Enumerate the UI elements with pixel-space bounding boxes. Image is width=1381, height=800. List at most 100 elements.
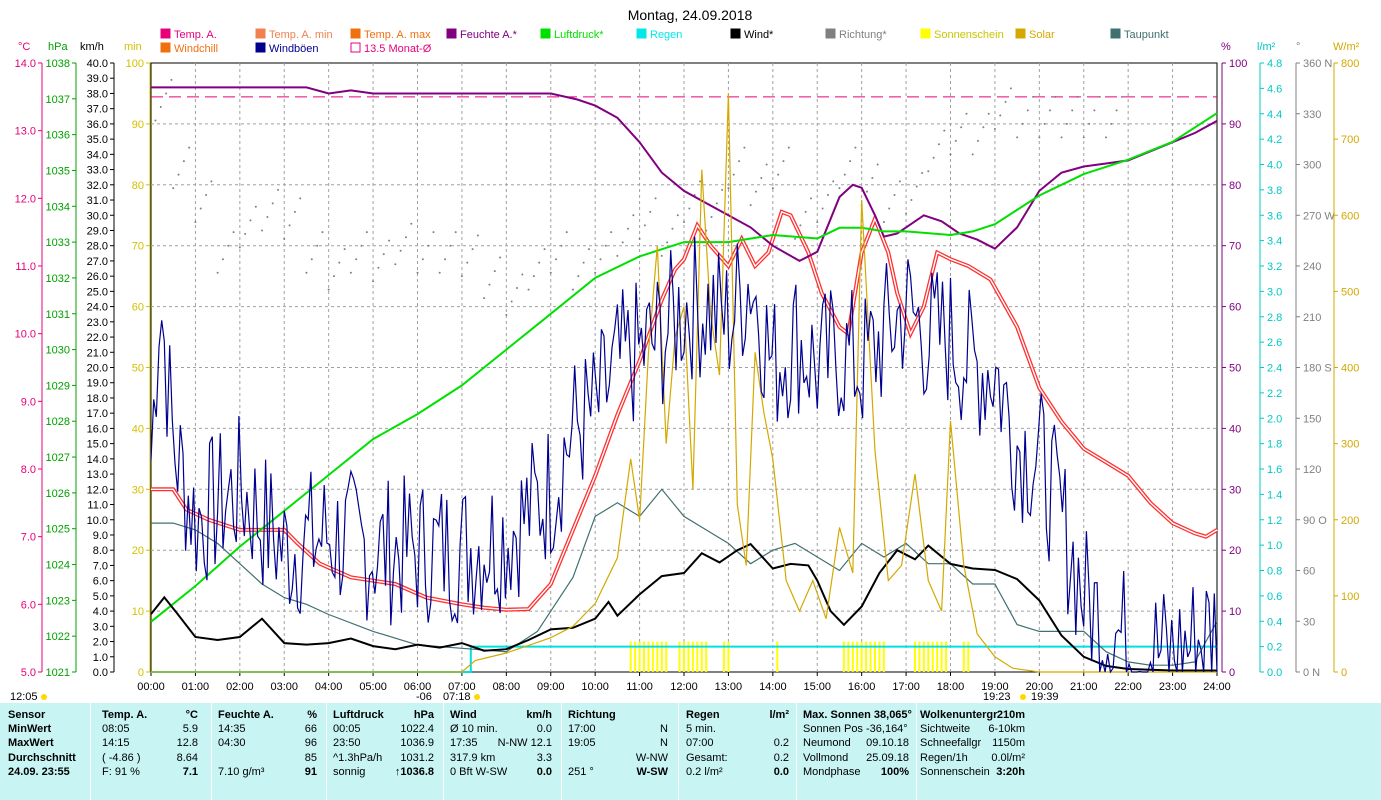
x-tick-label: 07:00 <box>448 681 476 693</box>
panel-humidity-col2: 96 <box>304 737 317 750</box>
sunrise-b: 07:18 <box>443 691 471 703</box>
x-tick-label: 22:00 <box>1114 681 1142 693</box>
panel-sensor-label: 24.09. 23:55 <box>8 765 70 778</box>
panel-pressure-col1: 23:50 <box>333 737 361 750</box>
direction-dot <box>893 193 896 196</box>
direction-dot <box>471 248 474 251</box>
panel-direction-col1: 17:00 <box>568 723 596 736</box>
rain-tick-label: 1.4 <box>1267 489 1282 501</box>
direction-dot <box>971 153 974 156</box>
x-tick-label: 06:00 <box>404 681 432 693</box>
solar-tick-label: 500 <box>1341 286 1359 298</box>
panel-sun-col2: 25.09.18 <box>866 751 909 764</box>
direction-dot <box>249 219 252 222</box>
x-tick-label: 10:00 <box>581 681 609 693</box>
axis-units: °C hPa km/h min % l/m² ° W/m² <box>18 41 1360 53</box>
wind-tick-label: 2.0 <box>93 637 108 649</box>
legend-swatch <box>1110 28 1121 39</box>
x-tick-label: 00:00 <box>137 681 165 693</box>
panel-pressure-col1: Luftdruck <box>333 709 384 721</box>
direction-dot <box>438 271 441 274</box>
direction-dot <box>261 229 264 232</box>
direction-dot <box>194 221 197 224</box>
panel-misc-col2: 3:20h <box>996 765 1025 778</box>
series-luftdruck <box>150 112 1218 623</box>
direction-dot <box>377 266 380 269</box>
rain-tick-label: 4.0 <box>1267 160 1282 172</box>
rain-tick-label: 0.6 <box>1267 591 1282 603</box>
direction-dot <box>521 273 524 276</box>
direction-dot <box>327 288 330 291</box>
pressure-tick-label: 1026 <box>46 488 70 500</box>
direction-dot <box>965 112 968 115</box>
direction-dot <box>594 271 597 274</box>
direction-dot <box>1038 136 1041 139</box>
wind-tick-label: 17.0 <box>87 408 108 420</box>
direction-dot <box>538 261 541 264</box>
direction-dot <box>921 171 924 174</box>
panel-sensor-label: MinWert <box>8 723 52 736</box>
direction-dot <box>905 212 908 215</box>
minutes-tick-label: 30 <box>132 484 144 496</box>
direction-dot <box>493 270 496 273</box>
rain-tick-label: 4.4 <box>1267 109 1282 121</box>
direction-dot <box>510 300 513 303</box>
rain-tick-label: 2.0 <box>1267 413 1282 425</box>
panel-direction-col1: 19:05 <box>568 737 596 750</box>
panel-pressure-col2: ↑1036.8 <box>394 765 434 778</box>
legend-swatch <box>255 28 266 39</box>
rain-tick-label: 1.8 <box>1267 439 1282 451</box>
series-solar <box>151 93 1217 673</box>
legend-swatch <box>160 42 171 53</box>
wind-tick-label: 6.0 <box>93 576 108 588</box>
rain-tick-label: 3.4 <box>1267 236 1282 248</box>
pressure-tick-label: 1021 <box>46 667 70 679</box>
direction-dot <box>1093 109 1096 112</box>
legend-label: Windböen <box>269 43 319 55</box>
direction-dot <box>888 207 891 210</box>
panel-sun-col1: Max. Sonnen 38,065° <box>803 709 912 721</box>
legend-label: Regen <box>650 29 682 41</box>
unit-pct: % <box>1221 41 1231 53</box>
direction-dot <box>349 271 352 274</box>
rain-tick-label: 4.6 <box>1267 83 1282 95</box>
direction-dot <box>794 237 797 240</box>
panel-humidity-col1: 14:35 <box>218 723 246 736</box>
panel-humidity-col1: 7.10 g/m³ <box>218 765 265 778</box>
humidity-tick-label: 10 <box>1229 606 1241 618</box>
direction-tick-label: 150 <box>1303 413 1321 425</box>
wind-tick-label: 26.0 <box>87 271 108 283</box>
panel-rain-col1: 0.2 l/m² <box>686 765 723 778</box>
panel-temp-col1: 14:15 <box>102 737 130 750</box>
direction-dot <box>399 249 402 252</box>
pressure-tick-label: 1035 <box>46 165 70 177</box>
panel-temp-col2: 12.8 <box>176 737 198 750</box>
direction-dot <box>610 231 613 234</box>
wind-tick-label: 33.0 <box>87 165 108 177</box>
panel-pressure-col2: hPa <box>413 709 434 721</box>
direction-dot <box>732 173 735 176</box>
direction-tick-label: 180 S <box>1303 363 1332 375</box>
x-tick-label: 02:00 <box>226 681 254 693</box>
solar-tick-label: 0 <box>1341 667 1347 679</box>
panel-rain-col2: l/m² <box>769 709 789 721</box>
direction-dot <box>771 187 774 190</box>
sunset-a: 19:23 <box>983 691 1011 703</box>
panel-wind-col2: 0.0 <box>536 765 552 778</box>
direction-tick-label: 30 <box>1303 616 1315 628</box>
legend-label: Temp. A. min <box>269 29 333 41</box>
legend-swatch <box>920 28 931 39</box>
direction-dot <box>565 231 568 234</box>
panel-wind-col2: 0.0 <box>536 723 552 736</box>
direction-dot <box>688 207 691 210</box>
pressure-tick-label: 1024 <box>46 560 70 572</box>
direction-dot <box>454 231 457 234</box>
panel-direction-col1: 251 ° <box>568 765 594 778</box>
direction-dot <box>1054 95 1057 98</box>
legend: Temp. A. Temp. A. min Temp. A. max Feuchte … <box>160 28 1169 55</box>
direction-dot <box>932 156 935 159</box>
rain-tick-label: 3.2 <box>1267 261 1282 273</box>
weather-chart: Montag, 24.09.2018 Temp. A. Temp. A. min T… <box>10 7 1360 703</box>
pressure-tick-label: 1022 <box>46 631 70 643</box>
wind-tick-label: 35.0 <box>87 134 108 146</box>
